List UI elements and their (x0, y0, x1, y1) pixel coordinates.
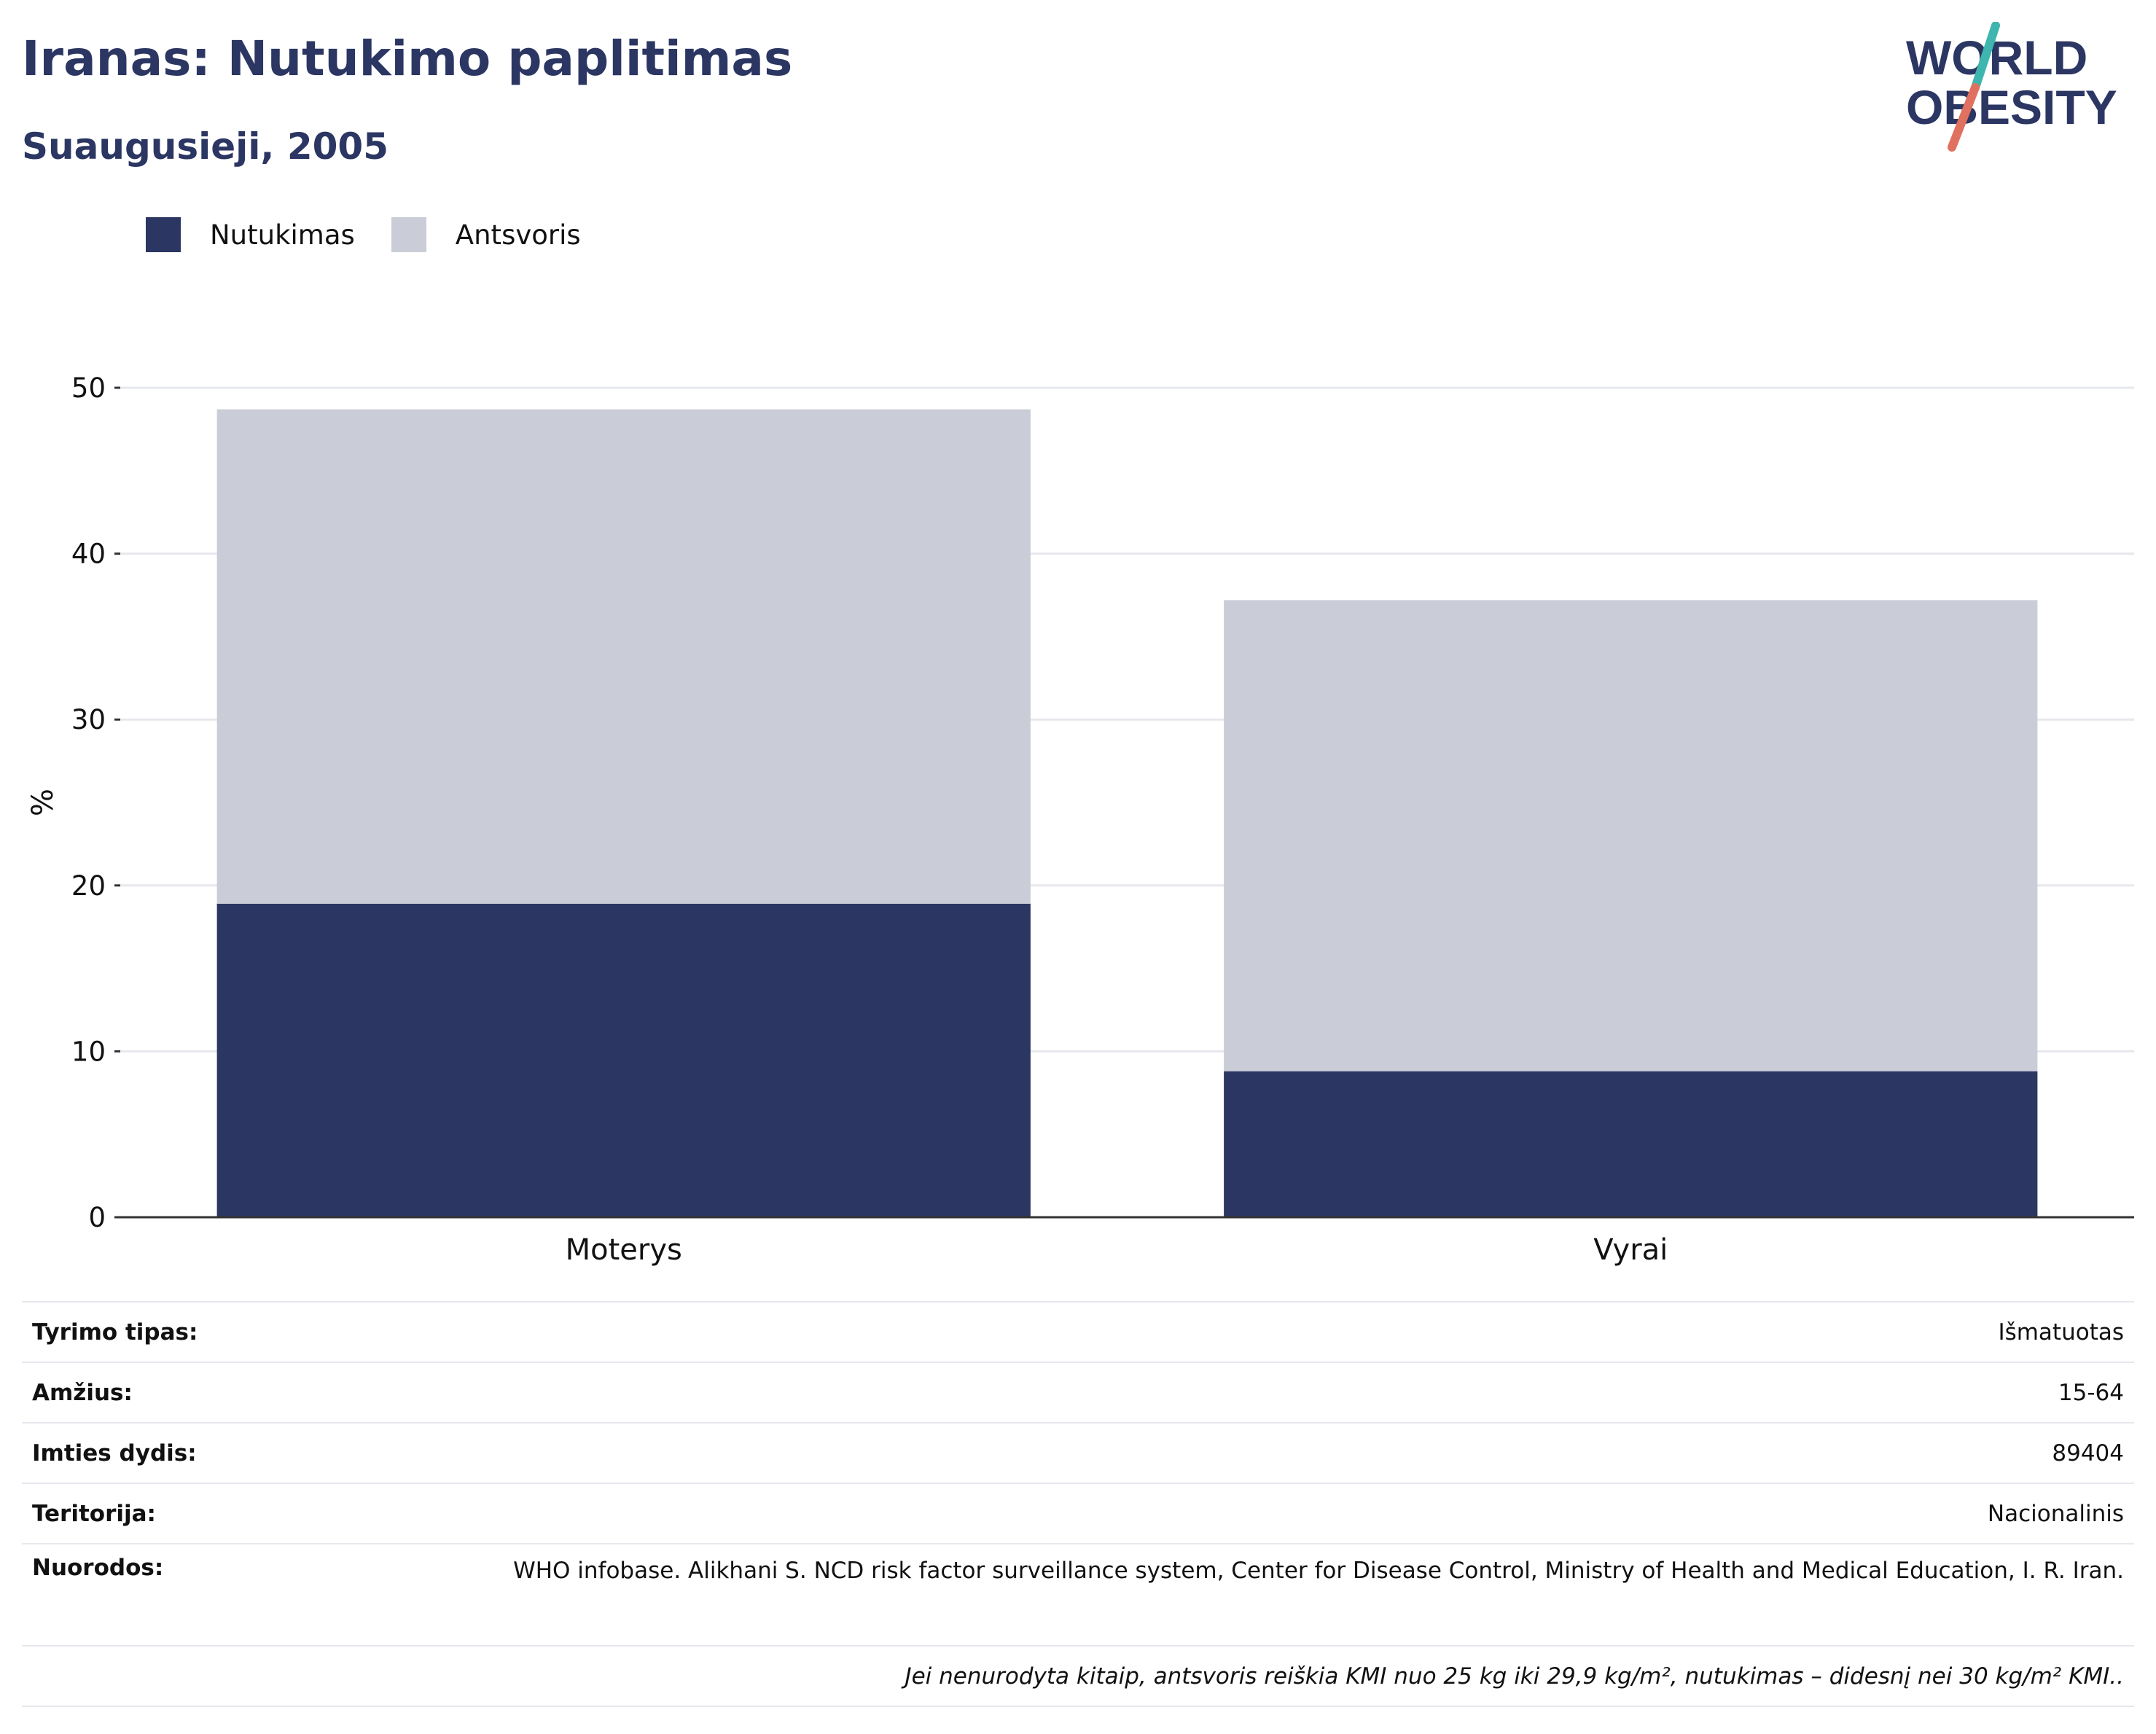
legend-item-overweight[interactable]: Antsvoris (391, 217, 581, 252)
details-label: Amžius: (22, 1362, 348, 1423)
stacked-bar-chart: 0 10 20 30 40 50% Moterys Vyrai (26, 372, 2134, 1267)
details-label: Tyrimo tipas: (22, 1301, 348, 1362)
details-note-row: Jei nenurodyta kitaip, antsvoris reiškia… (22, 1645, 2134, 1707)
details-row: Imties dydis: 89404 (22, 1422, 2134, 1483)
logo-text-world: WORLD (1906, 31, 2087, 85)
legend-swatch-overweight (391, 217, 426, 252)
y-tick-label-30: 30 (71, 704, 106, 735)
bar-obesity-moterys (216, 903, 1031, 1217)
logo-slash-bottom (1948, 83, 1980, 152)
details-label: Teritorija: (22, 1483, 348, 1544)
logo-slash-top (1971, 22, 2000, 92)
chart-legend: Nutukimas Antsvoris (146, 217, 617, 252)
bar-overweight-moterys (216, 409, 1031, 904)
y-axis-label: % (26, 789, 60, 816)
details-label: Imties dydis: (22, 1422, 348, 1483)
world-obesity-logo: WORLD OBESITY (1906, 22, 2117, 152)
details-value: Nacionalinis (348, 1483, 2134, 1544)
definition-note: Jei nenurodyta kitaip, antsvoris reiškia… (22, 1645, 2134, 1707)
chart-title: Iranas: Nutukimo paplitimas (22, 31, 793, 87)
details-value: Išmatuotas (348, 1301, 2134, 1362)
legend-item-obesity[interactable]: Nutukimas (146, 217, 355, 252)
x-tick-label-moterys: Moterys (566, 1233, 682, 1267)
details-row: Tyrimo tipas: Išmatuotas (22, 1301, 2134, 1362)
y-tick-label-20: 20 (71, 870, 106, 902)
details-row: Amžius: 15-64 (22, 1362, 2134, 1423)
details-value: WHO infobase. Alikhani S. NCD risk facto… (348, 1543, 2134, 1646)
x-tick-label-vyrai: Vyrai (1593, 1233, 1668, 1267)
details-row: Nuorodos: WHO infobase. Alikhani S. NCD r… (22, 1543, 2134, 1646)
y-tick-label-10: 10 (71, 1036, 106, 1067)
chart-subtitle: Suaugusieji, 2005 (22, 125, 388, 168)
details-value: 15-64 (348, 1362, 2134, 1423)
details-value: 89404 (348, 1422, 2134, 1483)
y-tick-label-0: 0 (88, 1202, 106, 1233)
bar-overweight-vyrai (1224, 600, 2038, 1071)
bar-obesity-vyrai (1224, 1071, 2038, 1217)
details-table: Tyrimo tipas: Išmatuotas Amžius: 15-64 Imtie… (22, 1301, 2134, 1707)
details-label: Nuorodos: (22, 1543, 348, 1646)
logo-text-obesity: OBESITY (1906, 80, 2117, 134)
legend-label-obesity: Nutukimas (210, 219, 355, 251)
y-tick-label-50: 50 (71, 372, 106, 404)
legend-label-overweight: Antsvoris (455, 219, 581, 251)
y-tick-label-40: 40 (71, 539, 106, 570)
details-row: Teritorija: Nacionalinis (22, 1483, 2134, 1544)
legend-swatch-obesity (146, 217, 181, 252)
